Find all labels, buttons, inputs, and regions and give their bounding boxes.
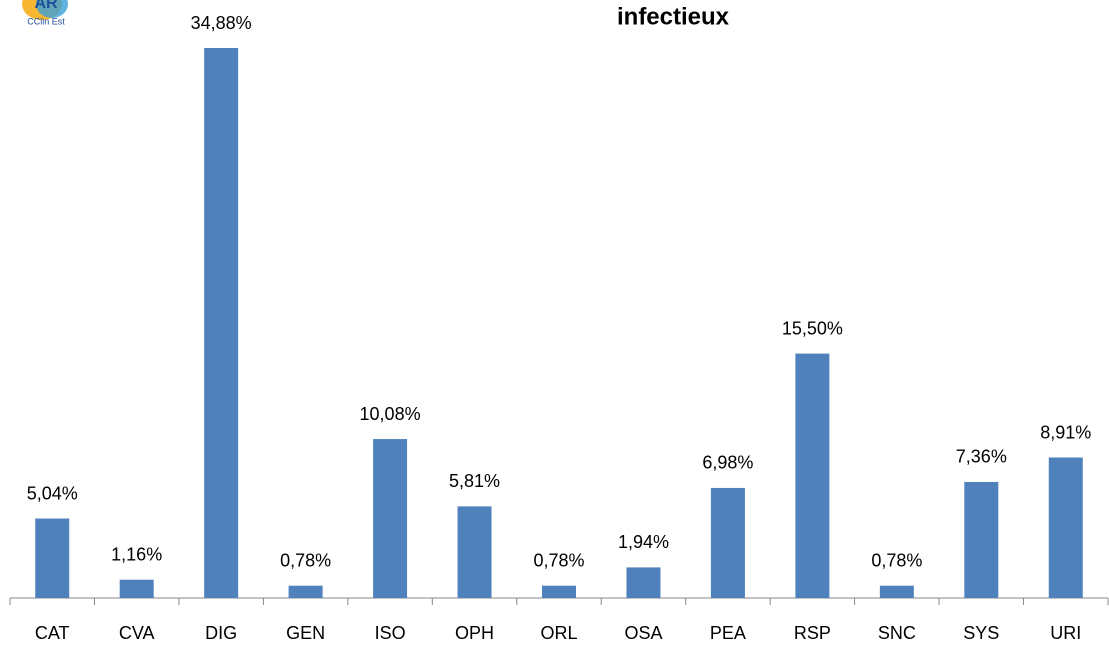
bar [879, 585, 914, 598]
value-label: 0,78% [871, 550, 922, 570]
logo-shape [36, 0, 68, 18]
x-tick-label: ORL [540, 623, 577, 643]
value-label: 6,98% [702, 453, 753, 473]
bar [964, 481, 999, 598]
value-label: 1,16% [111, 544, 162, 564]
bar [710, 487, 745, 598]
chart-title: infectieux [617, 3, 730, 30]
value-label: 10,08% [360, 404, 421, 424]
logo-text: AR [34, 0, 58, 12]
bar [457, 506, 492, 598]
x-tick-label: ISO [375, 623, 406, 643]
bar [626, 567, 661, 598]
bar [1048, 457, 1083, 598]
value-label: 5,81% [449, 471, 500, 491]
x-tick-label: CVA [119, 623, 155, 643]
value-label: 1,94% [618, 532, 669, 552]
bar [35, 518, 70, 598]
value-label: 0,78% [533, 550, 584, 570]
x-tick-label: RSP [794, 623, 831, 643]
x-tick-label: OPH [455, 623, 494, 643]
bar [204, 48, 239, 598]
value-label: 34,88% [191, 13, 252, 33]
logo: AR CClin Est [22, 0, 68, 26]
x-tick-label: SNC [878, 623, 916, 643]
x-tick-label: OSA [624, 623, 662, 643]
value-label: 8,91% [1040, 422, 1091, 442]
x-tick-label: DIG [205, 623, 237, 643]
value-label: 5,04% [27, 483, 78, 503]
x-tick-label: PEA [710, 623, 746, 643]
x-tick-label: URI [1050, 623, 1081, 643]
value-label: 7,36% [956, 447, 1007, 467]
bar [373, 439, 408, 598]
x-tick-label: SYS [963, 623, 999, 643]
bar [542, 585, 576, 598]
value-label: 15,50% [782, 318, 843, 338]
x-tick-label: GEN [286, 623, 325, 643]
logo-subtitle: CClin Est [27, 16, 65, 26]
bar [288, 585, 323, 598]
bar [795, 353, 830, 598]
value-label: 0,78% [280, 550, 331, 570]
x-tick-label: CAT [35, 623, 70, 643]
bar [119, 579, 154, 598]
